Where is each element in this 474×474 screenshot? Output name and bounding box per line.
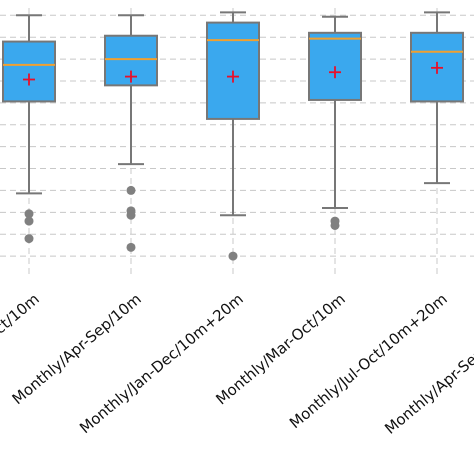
outlier-point [24,209,34,219]
outlier-point [24,216,34,226]
box-series [2,11,464,261]
outlier-point [126,185,136,195]
box-5 [410,11,464,185]
outlier-point [330,220,340,230]
box-3 [206,11,260,261]
box-1 [2,14,56,244]
outlier-point [126,242,136,252]
outlier-point [126,210,136,220]
x-tick-labels: /Apr-Oct/10mMonthly/Apr-Sep/10mMonthly/J… [0,290,474,438]
x-tick-label: Monthly/Jan-Dec/10m+20m [76,290,247,437]
outlier-point [228,251,238,261]
box-2 [104,14,158,252]
box-4 [308,15,362,230]
box-body [2,40,56,103]
box-body [206,21,260,120]
outlier-point [24,234,34,244]
x-tick-label: /Apr-Oct/10m [0,290,43,368]
